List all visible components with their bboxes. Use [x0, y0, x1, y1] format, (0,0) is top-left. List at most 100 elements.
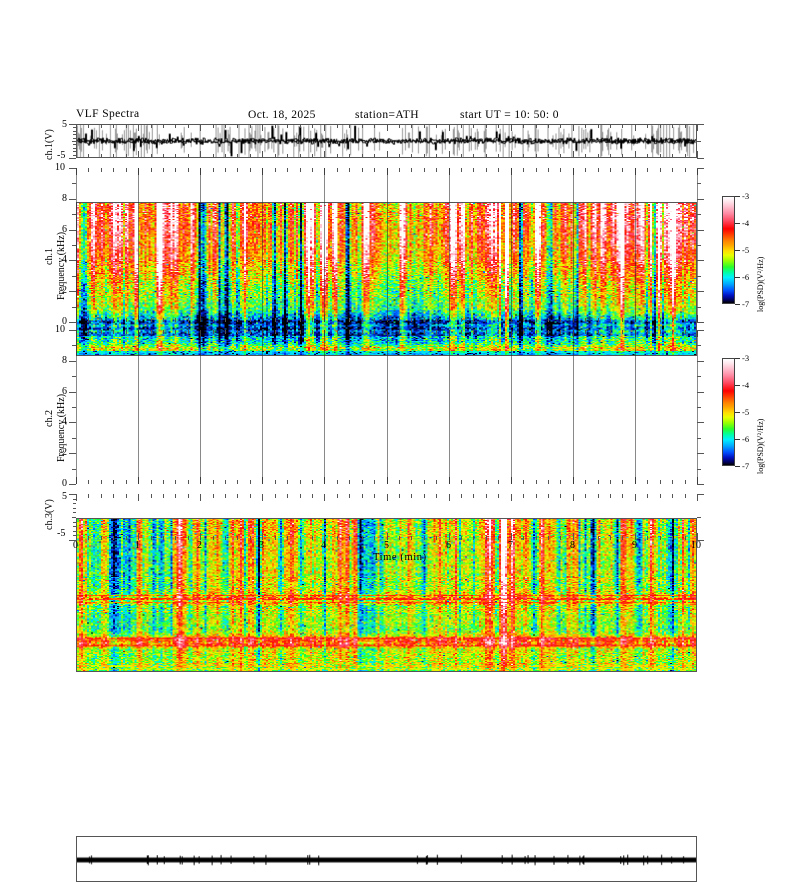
x-tick: [424, 330, 425, 334]
x-tick: [337, 494, 338, 498]
x-tick: [598, 494, 599, 498]
x-tick: [275, 480, 276, 484]
y-tick: [697, 361, 704, 362]
x-tick: [622, 168, 623, 172]
x-tick: [672, 124, 673, 128]
x-tick: [598, 168, 599, 172]
colorbar-ch1: [722, 196, 735, 304]
x-tick: [473, 536, 474, 540]
colorbar-2-tick-label--4: -4: [742, 380, 750, 390]
x-tick: [213, 154, 214, 158]
x-tick: [685, 536, 686, 540]
x-tick: [598, 330, 599, 334]
x-tick: [610, 154, 611, 158]
x-tick: [622, 318, 623, 322]
x-tick: [188, 168, 189, 172]
x-tick: [411, 154, 412, 158]
ch1-spec-ytick-10: 10: [55, 162, 65, 173]
x-tick: [449, 151, 450, 158]
x-tick: [237, 480, 238, 484]
x-tick: [275, 330, 276, 334]
x-tick: [88, 124, 89, 128]
x-tick: [362, 480, 363, 484]
x-tick: [237, 124, 238, 128]
x-tick: [498, 480, 499, 484]
x-tick: [287, 124, 288, 128]
x-tick: [200, 151, 201, 158]
x-tick: [411, 494, 412, 498]
colorbar-tick: [735, 196, 740, 197]
y-tick: [73, 535, 76, 536]
start-ut-label: start UT = 10: 50: 0: [460, 109, 559, 121]
x-tick: [560, 494, 561, 498]
x-tick: [287, 330, 288, 334]
x-tick: [436, 330, 437, 334]
x-tick: [188, 154, 189, 158]
x-tick: [101, 318, 102, 322]
x-tick: [461, 330, 462, 334]
x-tick: [548, 168, 549, 172]
ch3-wave-ylabel: ch.3(V): [44, 499, 55, 530]
x-tick: [151, 168, 152, 172]
y-tick: [69, 199, 76, 200]
x-tick: [461, 168, 462, 172]
ch2-spec-ytick-10: 10: [55, 324, 65, 335]
x-tick: [697, 124, 698, 131]
x-tick: [486, 124, 487, 128]
ch1-wave-ytick-top: 5: [62, 119, 67, 130]
y-tick: [69, 158, 76, 159]
ch2-spec-ytick-4: 4: [62, 416, 67, 427]
colorbar-tick: [735, 250, 740, 251]
x-tick: [225, 154, 226, 158]
x-tick: [88, 494, 89, 498]
x-tick: [337, 318, 338, 322]
x-tick: [76, 494, 77, 501]
x-tick: [573, 533, 574, 540]
x-tick: [697, 533, 698, 540]
x-tick: [560, 330, 561, 334]
ch2-spec-ylabel-channel: ch.2: [44, 410, 55, 427]
ch1-spec-ytick-4: 4: [62, 254, 67, 265]
x-tick: [523, 168, 524, 172]
colorbar-2-tick-label--6: -6: [742, 434, 750, 444]
x-tick: [374, 536, 375, 540]
x-tick: [300, 480, 301, 484]
x-tick: [324, 330, 325, 484]
x-tick: [672, 330, 673, 334]
x-tick: [237, 318, 238, 322]
y-tick: [69, 230, 76, 231]
x-tick: [250, 480, 251, 484]
x-tick: [374, 154, 375, 158]
x-tick: [275, 154, 276, 158]
x-tick: [76, 533, 77, 540]
x-tick: [312, 124, 313, 128]
x-tick: [262, 330, 263, 484]
x-tick: [473, 168, 474, 172]
x-tick: [424, 124, 425, 128]
x-tick: [250, 318, 251, 322]
x-tick: [163, 154, 164, 158]
y-tick: [73, 138, 76, 139]
y-tick: [69, 484, 76, 485]
x-tick: [200, 330, 201, 484]
station-label: station=ATH: [355, 109, 419, 121]
x-tick: [374, 494, 375, 498]
x-tick: [647, 124, 648, 128]
ch2-spec-ytick-8: 8: [62, 355, 67, 366]
x-tick: [237, 154, 238, 158]
x-tick: [647, 536, 648, 540]
x-tick: [76, 124, 77, 131]
y-tick: [697, 168, 704, 169]
x-tick: [647, 318, 648, 322]
x-tick: [622, 330, 623, 334]
x-tick: [337, 154, 338, 158]
y-tick: [73, 131, 76, 132]
x-tick: [523, 318, 524, 322]
x-tick: [411, 480, 412, 484]
x-tick: [151, 124, 152, 128]
vlf-spectra-figure: VLF Spectra Oct. 18, 2025 station=ATH st…: [44, 108, 765, 882]
x-tick: [188, 318, 189, 322]
x-tick: [523, 154, 524, 158]
y-tick: [72, 245, 76, 246]
x-tick: [250, 536, 251, 540]
